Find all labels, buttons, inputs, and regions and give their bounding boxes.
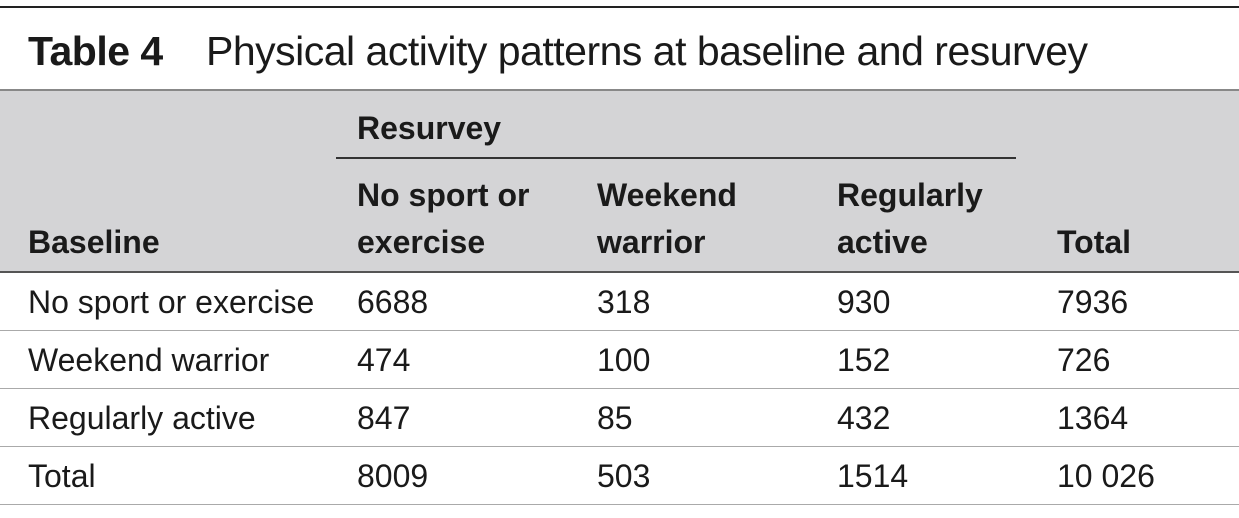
row-header-baseline: Baseline (28, 224, 160, 260)
table-row: Regularly active 847 85 432 1364 (0, 389, 1239, 447)
column-header-regularly-active: Regularly active (837, 172, 983, 266)
table-cell: 726 (1057, 342, 1111, 378)
table-cell: 152 (837, 342, 891, 378)
row-label: Total (28, 458, 96, 494)
column-header-line: active (837, 224, 928, 260)
column-header-line: Regularly (837, 177, 983, 213)
group-header-resurvey: Resurvey (357, 110, 502, 146)
row-label: Weekend warrior (28, 342, 270, 378)
table-row-total: Total 8009 503 1514 10 026 (0, 447, 1239, 505)
table-row: Weekend warrior 474 100 152 726 (0, 331, 1239, 389)
table-cell: 100 (597, 342, 651, 378)
column-header-weekend-warrior: Weekend warrior (597, 172, 737, 266)
column-header-line: exercise (357, 224, 486, 260)
table-caption: Table 4 Physical activity patterns at ba… (0, 6, 1239, 90)
table-cell: 847 (357, 400, 411, 436)
table-row: No sport or exercise 6688 318 930 7936 (0, 273, 1239, 331)
table-cell: 432 (837, 400, 891, 436)
table-cell: 85 (597, 400, 633, 436)
table-title: Physical activity patterns at baseline a… (206, 28, 1088, 74)
column-header-no-sport: No sport or exercise (357, 172, 529, 266)
table-cell: 1514 (837, 458, 909, 494)
group-header-rule (336, 157, 1016, 159)
row-label: Regularly active (28, 400, 256, 436)
row-label: No sport or exercise (28, 284, 315, 320)
table-cell: 474 (357, 342, 411, 378)
table-header: Resurvey Baseline No sport or exercise W… (0, 89, 1239, 273)
table-cell: 6688 (357, 284, 429, 320)
table-cell: 8009 (357, 458, 429, 494)
table-cell: 1364 (1057, 400, 1129, 436)
table-cell: 318 (597, 284, 651, 320)
column-header-line: Weekend (597, 177, 737, 213)
column-header-total: Total (1057, 224, 1132, 260)
column-header-line: warrior (597, 224, 706, 260)
column-header-line: No sport or (357, 177, 530, 213)
table-cell: 10 026 (1057, 458, 1155, 494)
table-cell: 503 (597, 458, 651, 494)
table-cell: 930 (837, 284, 891, 320)
table-cell: 7936 (1057, 284, 1129, 320)
table-label: Table 4 (28, 28, 163, 74)
